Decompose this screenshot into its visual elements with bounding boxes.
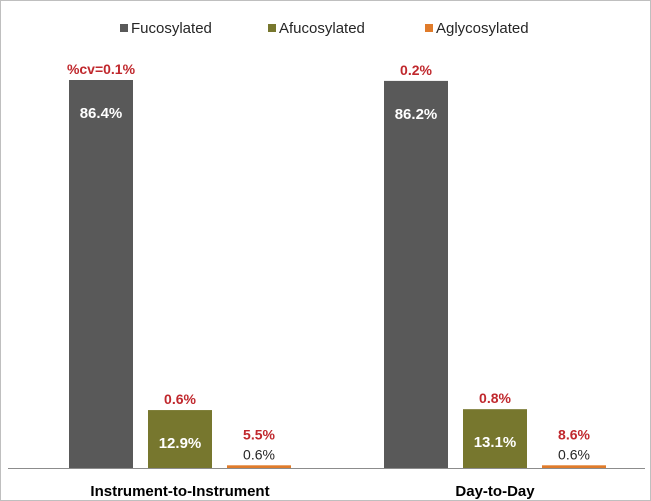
bar-1-0	[148, 410, 212, 468]
value-label-1-1: 13.1%	[474, 434, 517, 451]
cv-label-1-0: 0.6%	[164, 391, 196, 407]
cv-label-0-0: %cv=0.1%	[67, 61, 136, 77]
cv-label-1-1: 0.8%	[479, 390, 511, 406]
legend-swatch-0	[120, 24, 128, 32]
value-label-2-0: 0.6%	[243, 446, 275, 462]
legend-label-1: Afucosylated	[279, 20, 365, 37]
value-label-0-0: 86.4%	[80, 105, 123, 122]
cv-label-0-1: 0.2%	[400, 62, 432, 78]
bar-2-1	[542, 465, 606, 468]
cv-label-2-1: 8.6%	[558, 426, 590, 442]
bars-layer: 86.4% %cv=0.1% 86.2% 0.2% 12.9% 0.6% 13.1% 0.8%…	[67, 61, 606, 469]
value-label-0-1: 86.2%	[395, 106, 438, 123]
category-label-0: Instrument-to-Instrument	[90, 483, 269, 500]
bar-0-1	[384, 80, 448, 469]
x-tick-labels: Instrument-to-Instrument Day-to-Day	[90, 483, 535, 500]
value-label-2-1: 0.6%	[558, 446, 590, 462]
legend-swatch-2	[425, 24, 433, 32]
legend-label-0: Fucosylated	[131, 20, 212, 37]
legend-label-2: Aglycosylated	[436, 20, 529, 37]
value-label-1-0: 12.9%	[159, 435, 202, 452]
cv-label-2-0: 5.5%	[243, 426, 275, 442]
bar-1-1	[463, 409, 527, 468]
legend: Fucosylated Afucosylated Aglycosylated	[120, 20, 529, 37]
bar-0-0	[69, 80, 133, 468]
bar-2-0	[227, 465, 291, 468]
legend-swatch-1	[268, 24, 276, 32]
category-label-1: Day-to-Day	[455, 483, 535, 500]
